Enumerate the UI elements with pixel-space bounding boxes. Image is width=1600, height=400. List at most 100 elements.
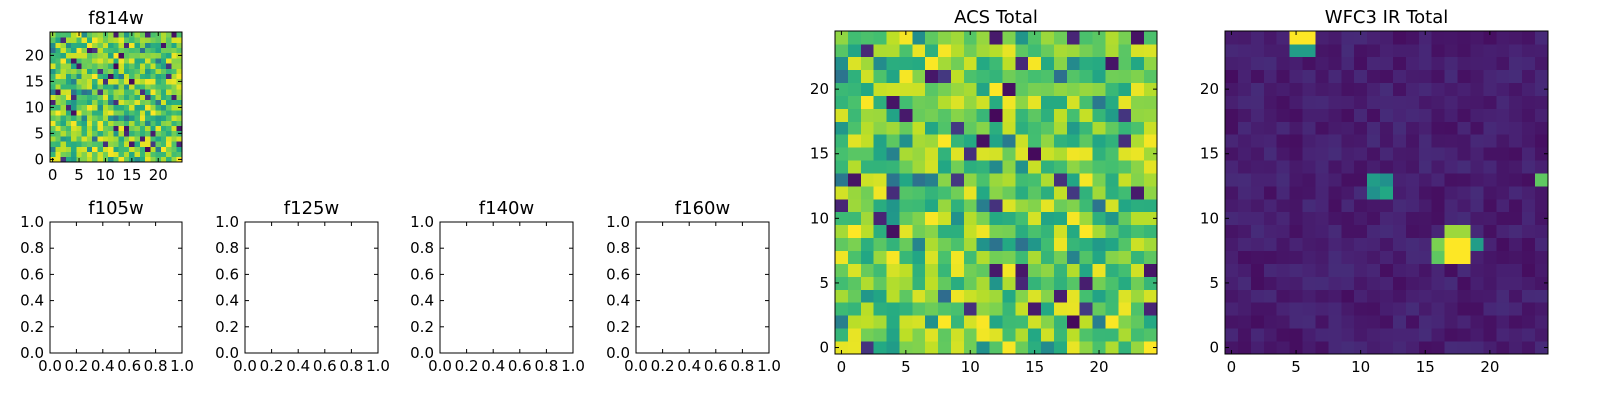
heatmap-cell (873, 108, 887, 122)
heatmap-cell (1079, 315, 1093, 329)
heatmap-cell (1002, 134, 1016, 148)
heatmap-cell (1341, 134, 1355, 148)
heatmap-cell (1380, 147, 1394, 161)
heatmap-cell (1315, 56, 1329, 71)
heatmap-cell (1263, 69, 1278, 84)
heatmap-cell (1144, 147, 1158, 161)
heatmap-cell (860, 121, 874, 135)
heatmap-cell (65, 58, 72, 64)
heatmap-cell (938, 121, 952, 135)
heatmap-cell (1315, 341, 1329, 355)
heatmap-cell (176, 115, 183, 121)
x-tick-label: 0.0 (428, 357, 452, 375)
heatmap-cell (989, 302, 1003, 316)
heatmap-cell (1002, 56, 1016, 71)
heatmap-cell (1105, 341, 1119, 355)
heatmap-cell (1225, 147, 1239, 161)
heatmap-cell (1380, 302, 1394, 316)
heatmap-cell (1380, 69, 1394, 84)
heatmap-cell (92, 115, 98, 121)
heatmap-cell (1367, 315, 1381, 329)
heatmap-cell (925, 134, 939, 148)
x-tick-label: 1.0 (170, 357, 194, 375)
heatmap-cell (71, 47, 77, 54)
heatmap-cell (950, 160, 965, 174)
heatmap-cell (989, 186, 1003, 200)
y-tick-label: 0.0 (410, 344, 434, 362)
heatmap-cell (1483, 121, 1497, 135)
heatmap-cell (1354, 95, 1368, 109)
heatmap-cell (129, 125, 135, 132)
heatmap-cell (1225, 160, 1239, 174)
heatmap-cell (950, 134, 965, 148)
heatmap-cell (1431, 82, 1445, 96)
heatmap-cell (1276, 173, 1290, 187)
heatmap-cell (71, 115, 77, 121)
heatmap-cell (1092, 224, 1106, 239)
heatmap-cell (1144, 289, 1158, 303)
heatmap-cell (1028, 302, 1042, 316)
heatmap-cell (176, 63, 183, 69)
heatmap-cell (1405, 341, 1420, 355)
heatmap-cell (81, 47, 88, 54)
heatmap-cell (835, 160, 849, 174)
heatmap-cell (873, 186, 887, 200)
heatmap-cell (1405, 134, 1420, 148)
x-tick-label: 0 (837, 358, 847, 376)
heatmap-cell (1496, 69, 1510, 84)
heatmap-cell (123, 84, 130, 90)
heatmap-cell (1470, 211, 1484, 226)
heatmap-cell (847, 31, 862, 45)
heatmap-cell (1431, 198, 1445, 213)
heatmap-cell (76, 136, 83, 142)
heatmap-cell (113, 99, 119, 106)
heatmap-cell (65, 84, 72, 90)
heatmap-cell (1002, 95, 1016, 109)
heatmap-cell (1053, 341, 1068, 355)
heatmap-cell (1354, 43, 1368, 58)
heatmap-cell (86, 115, 93, 121)
heatmap-cell (1405, 237, 1420, 251)
heatmap-cell (899, 315, 913, 329)
heatmap-cell (1315, 186, 1329, 200)
heatmap-cell (989, 224, 1003, 239)
heatmap-cell (1431, 95, 1445, 109)
heatmap-cell (1431, 341, 1445, 355)
heatmap-cell (873, 198, 887, 213)
heatmap-cell (899, 173, 913, 187)
heatmap-cell (1535, 147, 1549, 161)
y-tick-label: 5 (34, 124, 44, 142)
heatmap-cell (1496, 315, 1510, 329)
heatmap-cell (1002, 341, 1016, 355)
heatmap-cell (1144, 173, 1158, 187)
heatmap-cell (1522, 224, 1536, 239)
heatmap-cell (1444, 173, 1458, 187)
heatmap-cell (1302, 134, 1316, 148)
heatmap-cell (1470, 186, 1484, 200)
heatmap-cell (1144, 56, 1158, 71)
heatmap-cell (1131, 56, 1145, 71)
heatmap-cell (1276, 341, 1290, 355)
heatmap-cell (963, 173, 978, 187)
heatmap-cell (1118, 263, 1132, 277)
heatmap-cell (1066, 198, 1081, 213)
heatmap-cell (847, 328, 862, 342)
heatmap-cell (118, 42, 125, 48)
heatmap-cell (1392, 108, 1407, 122)
heatmap-cell (1302, 108, 1316, 122)
heatmap-cell (118, 146, 125, 152)
heatmap-cell (835, 82, 849, 96)
heatmap-cell (1105, 276, 1119, 290)
heatmap-cell (1509, 328, 1523, 342)
heatmap-cell (860, 147, 874, 161)
heatmap-cell (1131, 315, 1145, 329)
heatmap-cell (60, 120, 67, 126)
y-tick-label: 1.0 (606, 213, 630, 231)
heatmap-cell (1418, 160, 1433, 174)
heatmap-cell (1405, 108, 1420, 122)
heatmap-cell (150, 99, 156, 106)
heatmap-cell (108, 120, 114, 126)
heatmap-cell (139, 120, 146, 126)
heatmap-cell (886, 147, 900, 161)
heatmap-cell (160, 130, 167, 137)
